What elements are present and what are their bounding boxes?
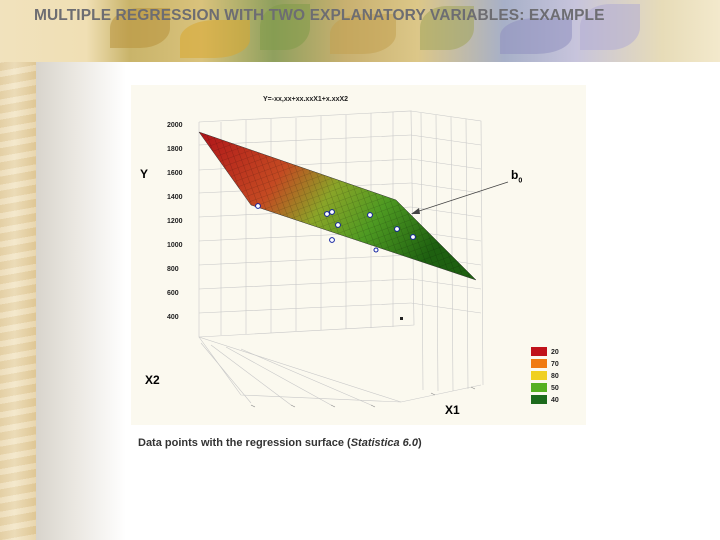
x2-axis-label: X2 [145,373,160,387]
data-point [410,234,416,240]
data-point [335,222,341,228]
y-axis-label: Y [140,167,149,181]
legend-swatch [531,347,547,356]
data-point [367,212,373,218]
data-point [373,247,379,253]
caption-prefix: Data points with the regression surface … [138,437,351,449]
z-tick-label: 1800 [167,146,183,153]
x1-axis-label: X1 [445,403,460,417]
legend-swatch [531,395,547,404]
legend-swatch [531,383,547,392]
b0-annotation-arrow [411,181,509,214]
base-ticks [250,386,476,408]
figure-caption: Data points with the regression surface … [138,437,422,449]
content-shadow [36,60,126,540]
slide-title: MULTIPLE REGRESSION WITH TWO EXPLANATORY… [34,7,605,24]
legend-label: 80 [551,373,559,380]
z-tick-label: 600 [167,290,179,297]
legend-label: 20 [551,349,559,356]
regression-surface [198,131,477,281]
data-point [329,209,335,215]
header-banner [0,0,720,62]
legend-swatch [531,371,547,380]
legend: 20 70 80 50 40 [531,347,559,404]
caption-software: Statistica 6.0 [350,437,418,449]
z-tick-label: 800 [167,266,179,273]
data-point [400,317,403,320]
z-tick-label: 1600 [167,170,183,177]
z-tick-label: 1000 [167,242,183,249]
legend-swatch [531,359,547,368]
data-point [329,237,335,243]
left-decor-strip [0,0,36,540]
z-tick-label: 1400 [167,194,183,201]
z-tick-label: 1200 [167,218,183,225]
legend-label: 50 [551,385,559,392]
data-points [255,203,416,320]
data-point [255,203,261,209]
data-point [324,211,330,217]
data-point [394,226,400,232]
z-tick-label: 2000 [167,122,183,129]
z-tick-labels: 2000 1800 1600 1400 1200 1000 800 600 40… [167,122,183,321]
regression-surface-chart: 2000 1800 1600 1400 1200 1000 800 600 40… [167,96,559,408]
z-tick-label: 400 [167,314,179,321]
b0-label-subscript: 0 [518,177,523,185]
caption-suffix: ) [417,437,422,449]
chart-title: Y=-xx,xx+xx.xxX1+x.xxX2 [263,96,348,103]
legend-label: 70 [551,361,559,368]
chart-panel: 2000 1800 1600 1400 1200 1000 800 600 40… [131,85,586,425]
b0-label: b0 [511,168,522,184]
b0-label-text: b [511,168,519,182]
legend-label: 40 [551,397,559,404]
